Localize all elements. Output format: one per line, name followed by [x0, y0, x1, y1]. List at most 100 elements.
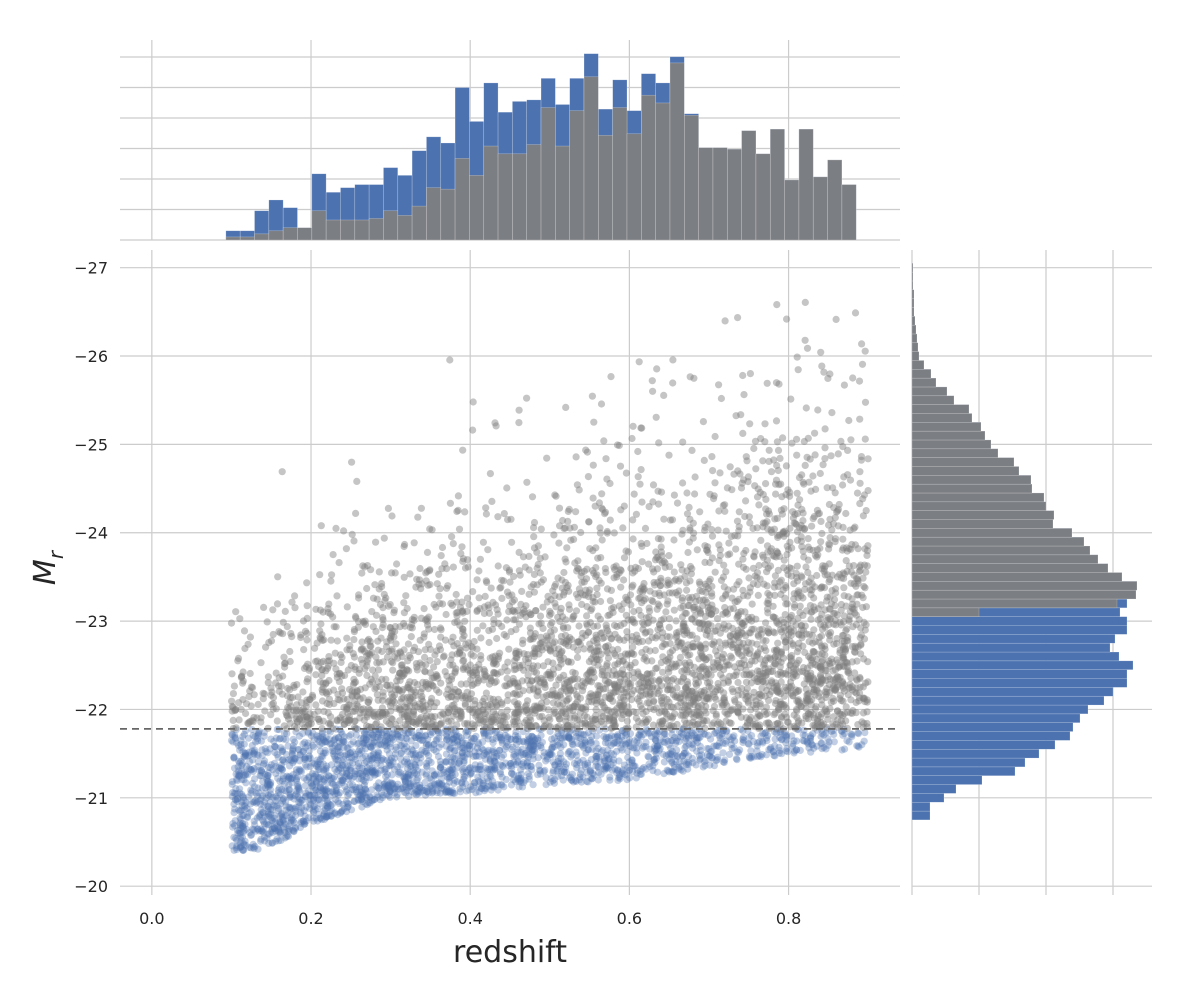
scatter-point [666, 749, 675, 757]
scatter-point [328, 788, 336, 796]
scatter-point [241, 802, 249, 811]
scatter-point [659, 738, 667, 746]
scatter-point [476, 761, 484, 769]
scatter-point [713, 756, 722, 764]
scatter-point [476, 778, 484, 786]
scatter-point [259, 809, 267, 817]
scatter-point [365, 768, 374, 776]
scatter-point [268, 839, 276, 847]
scatter-point [449, 761, 457, 769]
scatter-point [284, 832, 293, 840]
scatter-point [514, 771, 523, 780]
scatter-point [701, 526, 709, 535]
scatter-point [372, 653, 380, 661]
scatter-point [649, 721, 658, 729]
scatter-point [502, 743, 510, 751]
scatter-point [775, 749, 783, 757]
scatter-point [668, 730, 676, 739]
scatter-point [650, 578, 658, 587]
scatter-point [302, 803, 310, 811]
scatter-point [536, 612, 545, 620]
scatter-point [470, 752, 478, 761]
scatter-point [668, 751, 676, 759]
scatter-point [316, 814, 324, 822]
marginal-y-bar-full [912, 722, 1074, 732]
scatter-point [575, 486, 583, 494]
scatter-point [823, 725, 831, 733]
marginal-y-bars [912, 263, 1138, 821]
scatter-point [840, 381, 849, 389]
scatter-point [473, 606, 481, 614]
scatter-point [421, 791, 429, 799]
scatter-point [789, 641, 797, 650]
scatter-point [584, 728, 593, 737]
scatter-point [422, 772, 430, 780]
scatter-point [821, 425, 829, 433]
scatter-point [688, 446, 696, 454]
scatter-point [303, 776, 311, 784]
scatter-point [861, 398, 870, 406]
scatter-point [536, 767, 544, 775]
marginal-x-bar-selected [225, 236, 241, 240]
scatter-point [448, 769, 456, 777]
scatter-point [338, 807, 346, 816]
scatter-point [264, 772, 272, 780]
scatter-point [716, 734, 724, 742]
scatter-point [386, 756, 394, 765]
scatter-point [243, 771, 251, 779]
scatter-point [266, 780, 274, 788]
marginal-y-bar-selected [912, 598, 1118, 609]
scatter-point [401, 781, 409, 789]
scatter-point [671, 752, 679, 760]
scatter-point [301, 782, 309, 790]
scatter-point [346, 772, 354, 780]
scatter-point [255, 789, 263, 797]
scatter-point [366, 792, 374, 801]
scatter-point [328, 744, 336, 752]
scatter-point [475, 740, 483, 748]
scatter-point [565, 733, 573, 741]
scatter-point [232, 726, 240, 734]
scatter-point [351, 767, 359, 776]
scatter-point [230, 754, 238, 762]
scatter-point [761, 438, 769, 446]
scatter-point [675, 763, 683, 772]
scatter-point [664, 737, 672, 745]
scatter-point [275, 764, 283, 772]
scatter-point [422, 747, 430, 755]
scatter-point [859, 723, 867, 732]
scatter-point [377, 741, 385, 749]
scatter-point [571, 776, 580, 785]
scatter-point [702, 756, 710, 765]
scatter-point [728, 744, 736, 753]
scatter-point [856, 479, 864, 487]
scatter-point [280, 758, 288, 766]
scatter-point [382, 773, 390, 781]
scatter-point [308, 769, 316, 778]
scatter-point [234, 795, 242, 803]
scatter-point [322, 734, 330, 742]
scatter-point [572, 729, 580, 737]
scatter-point [285, 827, 293, 836]
marginal-y-bar-selected [912, 413, 973, 423]
scatter-point [234, 829, 242, 837]
scatter-point [573, 693, 582, 701]
scatter-point [860, 737, 868, 745]
scatter-point [799, 509, 807, 517]
scatter-point [481, 749, 489, 757]
scatter-point [319, 735, 327, 743]
scatter-point [437, 775, 446, 783]
scatter-point [428, 789, 436, 797]
scatter-point [306, 804, 314, 813]
scatter-point [805, 744, 813, 752]
scatter-point [422, 749, 431, 757]
scatter-point [528, 732, 536, 741]
scatter-point [561, 732, 570, 741]
marginal-y-bar-full [912, 651, 1120, 662]
scatter-point [386, 734, 394, 742]
scatter-point [305, 774, 313, 782]
scatter-point [261, 745, 269, 753]
scatter-point [301, 820, 309, 828]
scatter-point [721, 739, 729, 748]
marginal-x-bar-selected [612, 107, 628, 240]
